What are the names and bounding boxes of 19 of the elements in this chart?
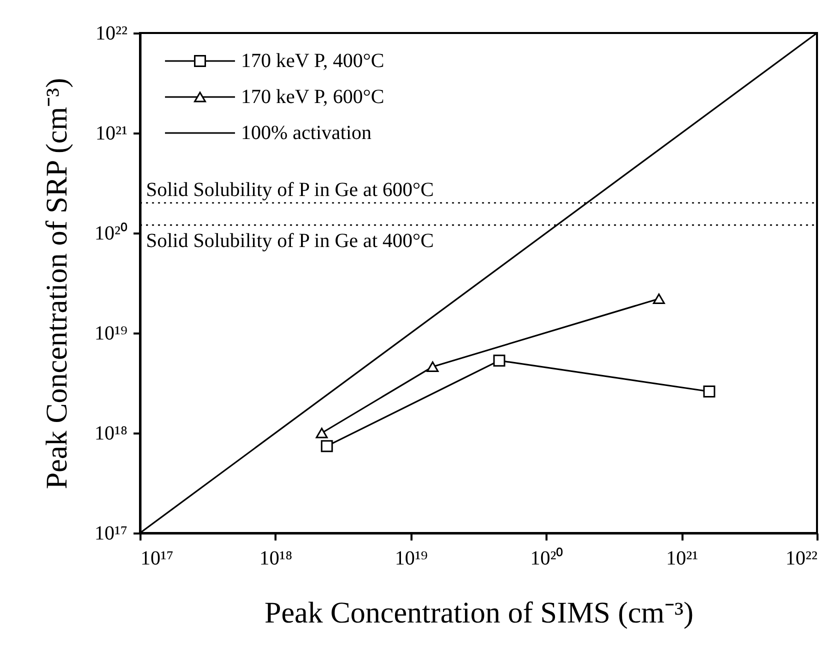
legend-label: 170 keV P, 400°C [241,50,384,72]
y-tick-label: 10²² [96,22,128,44]
x-tick-label: 10²⁰ [530,546,564,570]
x-tick-label: 10²¹ [666,548,698,570]
legend-label: 170 keV P, 600°C [241,86,384,108]
x-tick-label: 10¹⁷ [140,548,174,570]
x-tick-label: 10¹⁹ [394,548,428,570]
x-axis-title: Peak Concentration of SIMS (cm⁻³) [264,596,694,630]
y-tick-label: 10¹⁷ [94,522,128,544]
x-tick-label: 10²² [786,548,818,570]
legend-label: 100% activation [241,122,372,144]
y-axis-title: Peak Concentration of SRP (cm⁻³) [40,78,74,490]
x-tick-label: 10¹⁸ [259,548,292,570]
y-tick-label: 10²⁰ [94,222,128,244]
y-tick-label: 10¹⁸ [94,422,128,444]
y-tick-label: 10²¹ [96,122,128,144]
y-tick-label: 10¹⁹ [94,322,128,344]
ref-line-label: Solid Solubility of P in Ge at 600°C [146,178,434,201]
ref-line-label: Solid Solubility of P in Ge at 400°C [146,230,434,252]
